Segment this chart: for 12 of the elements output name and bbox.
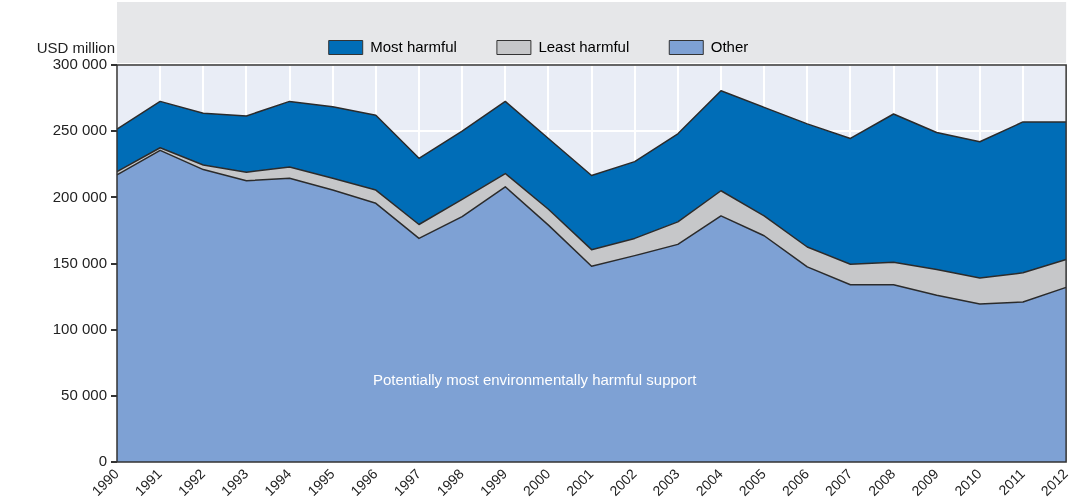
y-tick-label: 150 000: [52, 253, 107, 271]
y-tick-label: 300 000: [52, 55, 107, 73]
y-tick-label: 100 000: [52, 319, 107, 337]
y-tick-label: 250 000: [52, 121, 107, 139]
legend-label: Other: [710, 37, 749, 55]
y-axis-title: USD million: [36, 38, 115, 56]
y-tick-label: 50 000: [61, 386, 107, 404]
y-tick-label: 200 000: [52, 187, 107, 205]
annotation: Potentially most environmentally harmful support: [372, 370, 698, 388]
y-tick-label: 0: [98, 452, 107, 470]
legend-label: Least harmful: [538, 37, 630, 55]
legend-label: Most harmful: [370, 37, 457, 55]
